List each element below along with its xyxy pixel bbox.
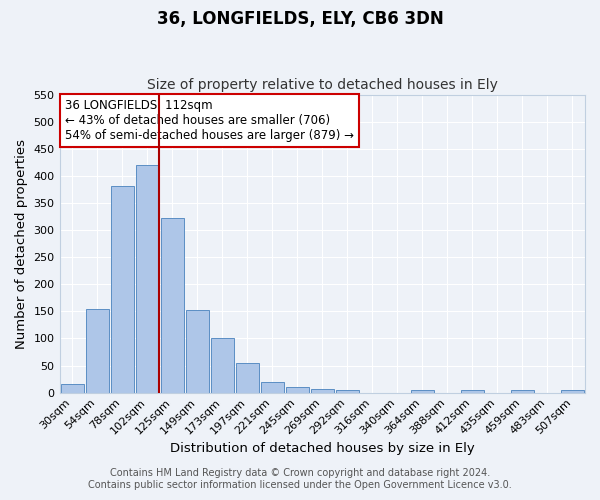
Bar: [110, 186, 134, 392]
Bar: [261, 382, 284, 392]
Bar: [236, 363, 259, 392]
Bar: [161, 218, 184, 392]
Bar: [211, 338, 233, 392]
Bar: [136, 165, 158, 392]
Bar: [336, 390, 359, 392]
Text: 36, LONGFIELDS, ELY, CB6 3DN: 36, LONGFIELDS, ELY, CB6 3DN: [157, 10, 443, 28]
Text: 36 LONGFIELDS: 112sqm
← 43% of detached houses are smaller (706)
54% of semi-det: 36 LONGFIELDS: 112sqm ← 43% of detached …: [65, 99, 354, 142]
Y-axis label: Number of detached properties: Number of detached properties: [15, 138, 28, 348]
Bar: [185, 310, 209, 392]
X-axis label: Distribution of detached houses by size in Ely: Distribution of detached houses by size …: [170, 442, 475, 455]
Bar: [86, 308, 109, 392]
Bar: [311, 390, 334, 392]
Bar: [561, 390, 584, 392]
Bar: [411, 390, 434, 392]
Bar: [461, 390, 484, 392]
Bar: [286, 387, 309, 392]
Bar: [511, 390, 534, 392]
Text: Contains HM Land Registry data © Crown copyright and database right 2024.
Contai: Contains HM Land Registry data © Crown c…: [88, 468, 512, 490]
Bar: [61, 384, 83, 392]
Title: Size of property relative to detached houses in Ely: Size of property relative to detached ho…: [147, 78, 498, 92]
